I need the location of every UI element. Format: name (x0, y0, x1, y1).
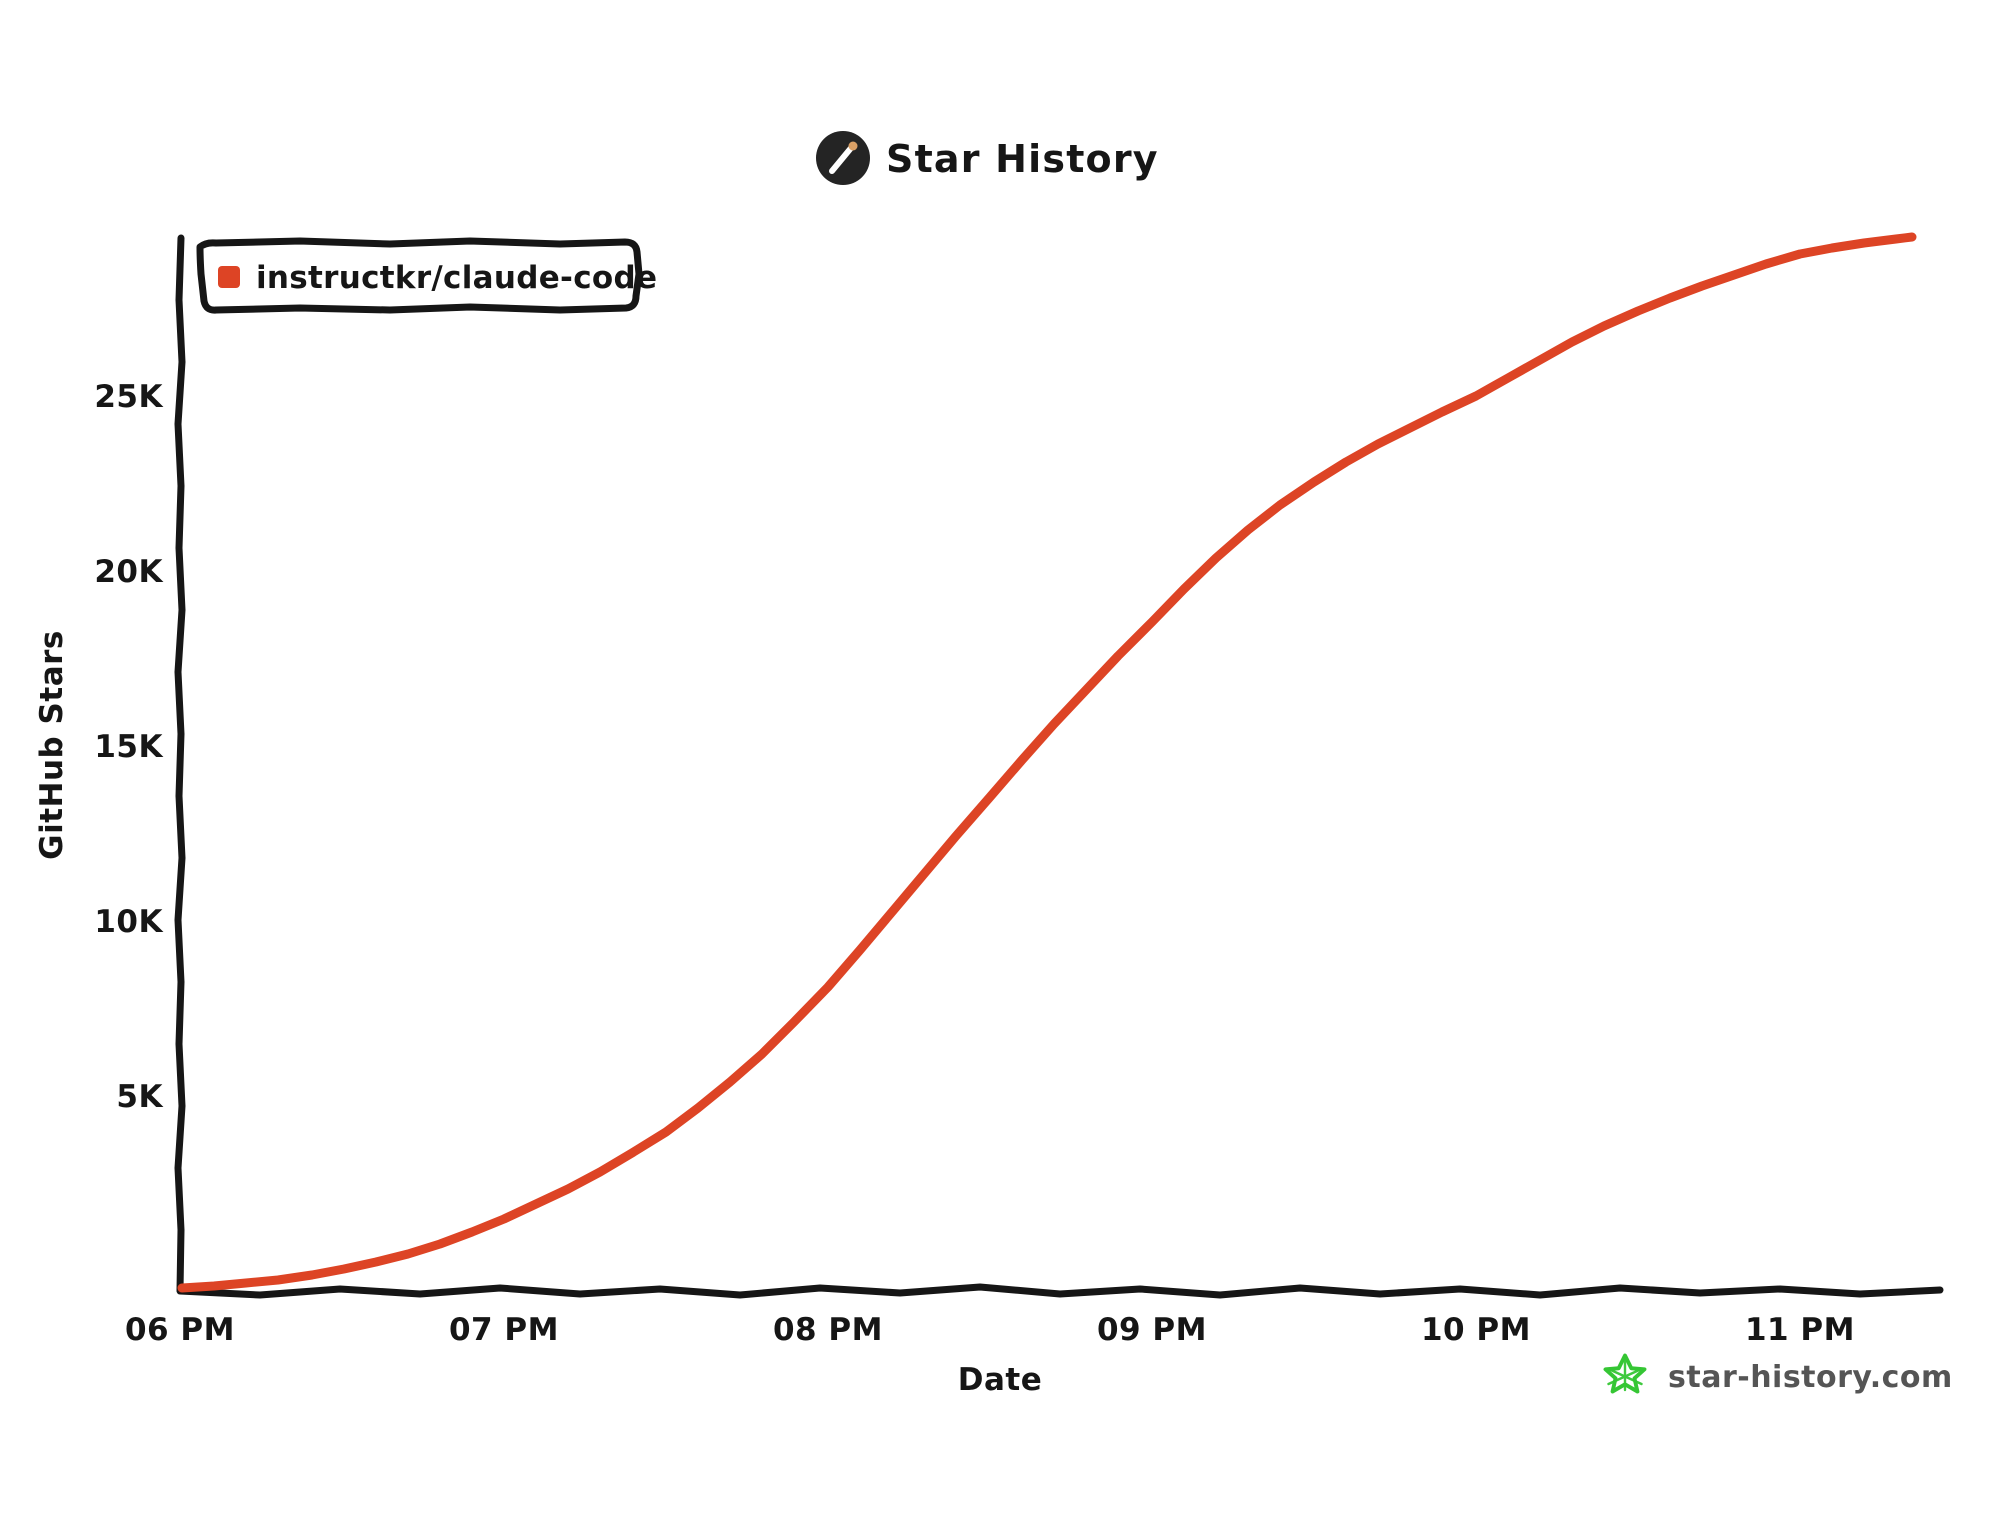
y-tick-label-15k: 15K (94, 729, 163, 765)
y-axis-title: GitHub Stars (34, 630, 70, 860)
y-axis-line (174, 234, 186, 1294)
chart-title-group: Star History (816, 131, 1159, 185)
watermark[interactable]: star-history.com (1603, 1353, 1953, 1396)
match-stick-circle-icon (816, 131, 870, 185)
x-tick-label-11pm: 11 PM (1745, 1312, 1855, 1348)
legend-box-border (196, 237, 643, 314)
x-axis-ticks: 06 PM 07 PM 08 PM 09 PM 10 PM 11 PM (125, 1312, 1855, 1348)
x-tick-label-10pm: 10 PM (1421, 1312, 1531, 1348)
x-axis-title: Date (958, 1362, 1043, 1398)
y-tick-label-20k: 20K (94, 554, 163, 590)
x-tick-label-07pm: 07 PM (449, 1312, 559, 1348)
page-title: Star History (886, 137, 1159, 181)
x-tick-label-06pm: 06 PM (125, 1312, 235, 1348)
watermark-label: star-history.com (1668, 1360, 1953, 1395)
y-tick-label-10k: 10K (94, 904, 163, 940)
y-axis-ticks: 25K 20K 15K 10K 5K (94, 379, 163, 1115)
x-axis-line (176, 1283, 1944, 1299)
chart-legend[interactable]: instructkr/claude-code (196, 237, 657, 314)
x-tick-label-09pm: 09 PM (1097, 1312, 1207, 1348)
legend-label-instructkr-claude-code: instructkr/claude-code (256, 260, 657, 296)
legend-marker-square (218, 266, 240, 288)
series-line-instructkr-claude-code (177, 232, 1917, 1293)
x-tick-label-08pm: 08 PM (773, 1312, 883, 1348)
green-star-icon (1603, 1353, 1647, 1394)
y-tick-label-5k: 5K (116, 1079, 163, 1115)
y-tick-label-25k: 25K (94, 379, 163, 415)
